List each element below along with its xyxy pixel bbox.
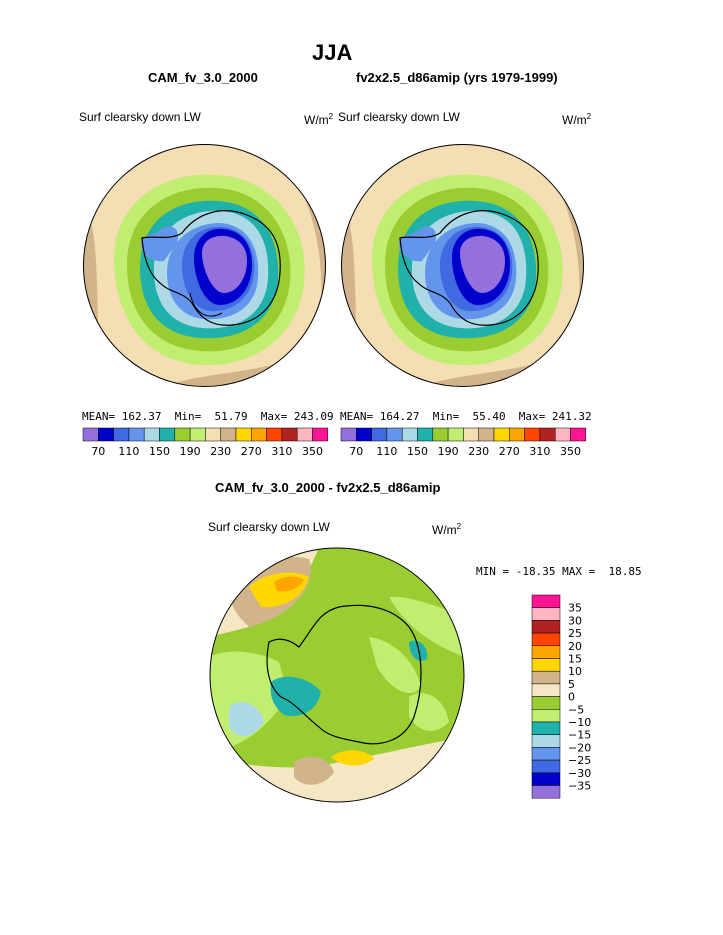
colorbar-tick-label: 5 [568,678,575,691]
colorbar-swatch [205,427,221,442]
colorbar-swatch [531,594,561,608]
colorbar-swatch [417,427,434,442]
colorbar-swatch [251,427,267,442]
colorbar-swatch [531,721,561,735]
colorbar-swatch [570,427,587,442]
colorbar-swatch [82,427,99,442]
left-variable-label: Surf clearsky down LW [79,110,201,124]
colorbar-swatch [296,427,313,442]
colorbar-tick-label: 30 [568,614,582,627]
colorbar-swatch [524,427,541,442]
colorbar-tick-label: −5 [568,703,584,716]
colorbar-swatch [531,632,561,647]
colorbar-swatch [371,427,388,442]
colorbar-tick-label: −10 [568,716,591,729]
right-case-title: fv2x2.5_d86amip (yrs 1979-1999) [356,70,558,85]
colorbar-swatch [531,709,561,723]
colorbar-swatch [128,427,145,442]
left-stats: MEAN= 162.37 Min= 51.79 Max= 243.09 [82,410,334,423]
colorbar-swatch [312,427,329,442]
colorbar-swatch [531,607,561,621]
colorbar-tick-label: 230 [468,445,489,458]
colorbar-tick-label: 150 [149,445,170,458]
colorbar-tick-label: 10 [568,665,582,678]
colorbar-swatch [98,427,114,442]
colorbar-swatch [531,759,561,774]
colorbar-tick-label: 70 [91,445,105,458]
colorbar-tick-label: 190 [180,445,201,458]
colorbar-swatch [531,670,561,685]
colorbar-swatch [113,427,130,442]
colorbar-swatch [266,427,283,442]
colorbar-swatch [554,427,571,442]
colorbar-swatch [463,427,479,442]
colorbar-swatch [432,427,449,442]
colorbar-swatch [174,427,191,442]
colorbar-tick-label: 310 [271,445,292,458]
colorbar-swatch [531,683,561,697]
colorbar-swatch [235,427,252,442]
left-units-label: W/m2 [304,112,334,127]
diff-units-label: W/m2 [432,522,462,537]
colorbar-tick-label: 150 [407,445,428,458]
right-variable-label: Surf clearsky down LW [338,110,460,124]
colorbar-swatch [401,427,418,442]
colorbar-tick-label: −15 [568,729,591,742]
right-polar-map [341,144,584,387]
colorbar-tick-label: 110 [376,445,397,458]
colorbar-tick-label: −20 [568,741,591,754]
colorbar-swatch [447,427,464,442]
colorbar-swatch [531,658,561,672]
colorbar-tick-label: 110 [118,445,139,458]
colorbar-tick-label: 270 [241,445,262,458]
right-stats: MEAN= 164.27 Min= 55.40 Max= 241.32 [340,410,592,423]
diff-polar-map [209,547,465,803]
right-colorbar: 70 110 150 190 230 270 310 350 [340,427,587,458]
colorbar-swatch [531,645,561,659]
colorbar-swatch [531,620,561,634]
left-colorbar: 70 110 150 190 230 270 310 350 [82,427,329,458]
colorbar-swatch [493,427,510,442]
page-title: JJA [312,40,353,65]
diff-stats: MIN = -18.35 MAX = 18.85 [476,565,642,578]
left-polar-map [83,144,326,387]
colorbar-tick-label: 70 [349,445,363,458]
colorbar-tick-label: 190 [438,445,459,458]
colorbar-swatch [478,427,495,442]
colorbar-swatch [531,696,561,710]
colorbar-tick-label: 0 [568,691,575,704]
diff-variable-label: Surf clearsky down LW [208,520,330,534]
colorbar-tick-label: −25 [568,754,591,767]
colorbar-swatch [189,427,206,442]
colorbar-swatch [531,772,561,786]
colorbar-tick-label: 270 [499,445,520,458]
colorbar-swatch [531,747,561,761]
colorbar-tick-label: 310 [529,445,550,458]
colorbar-swatch [531,734,561,748]
colorbar-swatch [281,427,298,442]
colorbar-swatch [531,785,561,799]
colorbar-swatch [386,427,403,442]
colorbar-tick-label: 15 [568,653,582,666]
colorbar-swatch [220,427,237,442]
colorbar-swatch [509,427,525,442]
colorbar-tick-label: 25 [568,627,582,640]
colorbar-swatch [539,427,556,442]
colorbar-tick-label: −35 [568,780,591,793]
colorbar-tick-label: −30 [568,767,591,780]
colorbar-tick-label: 20 [568,640,582,653]
colorbar-tick-label: 350 [302,445,323,458]
right-units-label: W/m2 [562,112,592,127]
colorbar-swatch [356,427,372,442]
colorbar-swatch [143,427,160,442]
colorbar-tick-label: 350 [560,445,581,458]
left-case-title: CAM_fv_3.0_2000 [148,70,258,85]
colorbar-swatch [159,427,176,442]
colorbar-swatch [340,427,357,442]
colorbar-tick-label: 230 [210,445,231,458]
colorbar-tick-label: 35 [568,602,582,615]
diff-title: CAM_fv_3.0_2000 - fv2x2.5_d86amip [215,480,441,495]
